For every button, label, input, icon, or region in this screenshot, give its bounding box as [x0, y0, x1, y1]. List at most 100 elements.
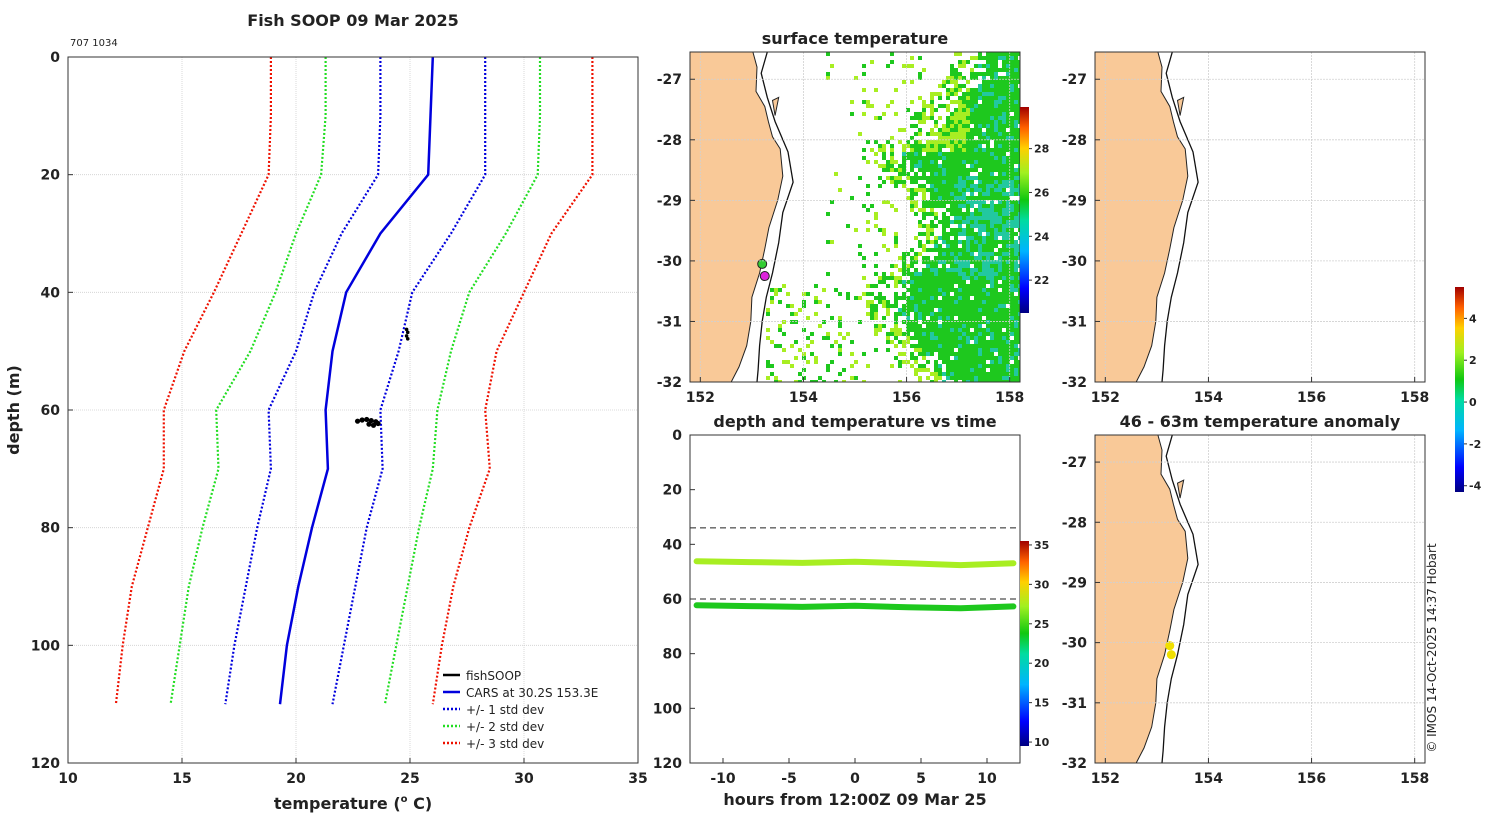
sst-pixel	[930, 168, 934, 172]
sst-pixel	[890, 136, 894, 140]
sst-pixel	[954, 308, 958, 312]
sst-pixel	[938, 248, 942, 252]
sst-pixel	[986, 208, 990, 212]
sst-pixel	[1006, 372, 1010, 376]
empty-map-ytick-label--27: -27	[1062, 72, 1087, 88]
sst-pixel	[946, 240, 950, 244]
sst-pixel	[782, 320, 786, 324]
time-series-colorbar-tick-label-25: 25	[1034, 618, 1049, 631]
sst-pixel	[926, 236, 930, 240]
sst-pixel	[954, 152, 958, 156]
sst-pixel	[910, 324, 914, 328]
sst-pixel	[962, 376, 966, 380]
sst-pixel	[950, 72, 954, 76]
sst-pixel	[970, 184, 974, 188]
sst-pixel	[962, 324, 966, 328]
sst-pixel	[938, 328, 942, 332]
sst-pixel	[778, 380, 782, 382]
sst-pixel	[926, 300, 930, 304]
sst-pixel	[930, 140, 934, 144]
sst-pixel	[998, 316, 1002, 320]
sst-pixel	[970, 112, 974, 116]
sst-pixel	[918, 72, 922, 76]
sst-pixel	[966, 300, 970, 304]
sst-pixel	[982, 308, 986, 312]
time-series-ytick-label-20: 20	[663, 483, 683, 499]
sst-pixel	[966, 232, 970, 236]
sst-pixel	[950, 192, 954, 196]
sst-pixel	[994, 184, 998, 188]
sst-pixel	[966, 100, 970, 104]
sst-pixel	[998, 376, 1002, 380]
sst-pixel	[934, 372, 938, 376]
sst-pixel	[970, 316, 974, 320]
sst-pixel	[906, 156, 910, 160]
sst-pixel	[942, 144, 946, 148]
sst-pixel	[1002, 92, 1006, 96]
sst-pixel	[790, 320, 794, 324]
sst-pixel	[982, 56, 986, 60]
sst-pixel	[990, 244, 994, 248]
sst-pixel	[970, 128, 974, 132]
empty-map-ytick-label--31: -31	[1062, 314, 1087, 330]
sst-pixel	[954, 172, 958, 176]
sst-pixel	[982, 204, 986, 208]
sst-pixel	[910, 100, 914, 104]
sst-pixel	[1010, 268, 1014, 272]
sst-pixel	[982, 168, 986, 172]
sst-pixel	[958, 308, 962, 312]
sst-pixel	[950, 348, 954, 352]
sst-pixel	[918, 128, 922, 132]
sst-pixel	[794, 312, 798, 316]
sst-pixel	[886, 176, 890, 180]
anomaly-colorbar-tick-label-0: 0	[1469, 396, 1477, 409]
sst-pixel	[930, 240, 934, 244]
sst-pixel	[986, 236, 990, 240]
sst-pixel	[926, 268, 930, 272]
sst-pixel	[1006, 184, 1010, 188]
sst-pixel	[1006, 72, 1010, 76]
sst-pixel	[974, 212, 978, 216]
sst-pixel	[906, 272, 910, 276]
sst-pixel	[1002, 292, 1006, 296]
sst-pixel	[898, 168, 902, 172]
sst-pixel	[978, 196, 982, 200]
sst-pixel	[1010, 328, 1014, 332]
sst-pixel	[898, 256, 902, 260]
sst-pixel	[950, 296, 954, 300]
sst-pixel	[978, 332, 982, 336]
sst-pixel	[934, 292, 938, 296]
sst-pixel	[986, 212, 990, 216]
sst-pixel	[890, 156, 894, 160]
sst-pixel	[954, 180, 958, 184]
sst-pixel	[974, 280, 978, 284]
sst-pixel	[978, 372, 982, 376]
sst-pixel	[962, 368, 966, 372]
sst-pixel	[950, 184, 954, 188]
sst-pixel	[914, 172, 918, 176]
sst-pixel	[962, 264, 966, 268]
sst-pixel	[1006, 284, 1010, 288]
sst-pixel	[982, 340, 986, 344]
sst-pixel	[922, 200, 926, 204]
sst-pixel	[978, 324, 982, 328]
sst-pixel	[814, 360, 818, 364]
sst-pixel	[954, 296, 958, 300]
sst-pixel	[998, 176, 1002, 180]
sst-pixel	[938, 272, 942, 276]
sst-pixel	[846, 292, 850, 296]
sst-pixel	[970, 260, 974, 264]
sst-pixel	[966, 276, 970, 280]
sst-pixel	[934, 264, 938, 268]
sst-pixel	[990, 340, 994, 344]
sst-pixel	[978, 84, 982, 88]
sst-pixel	[978, 308, 982, 312]
sst-pixel	[930, 344, 934, 348]
empty-map-axes: 152 154 156 158-27-28-29-30-31-32	[1062, 51, 1429, 406]
sst-pixel	[974, 124, 978, 128]
sst-pixel	[930, 152, 934, 156]
sst-pixel	[946, 208, 950, 212]
sst-pixel	[906, 268, 910, 272]
sst-pixel	[894, 356, 898, 360]
sst-pixel	[914, 372, 918, 376]
